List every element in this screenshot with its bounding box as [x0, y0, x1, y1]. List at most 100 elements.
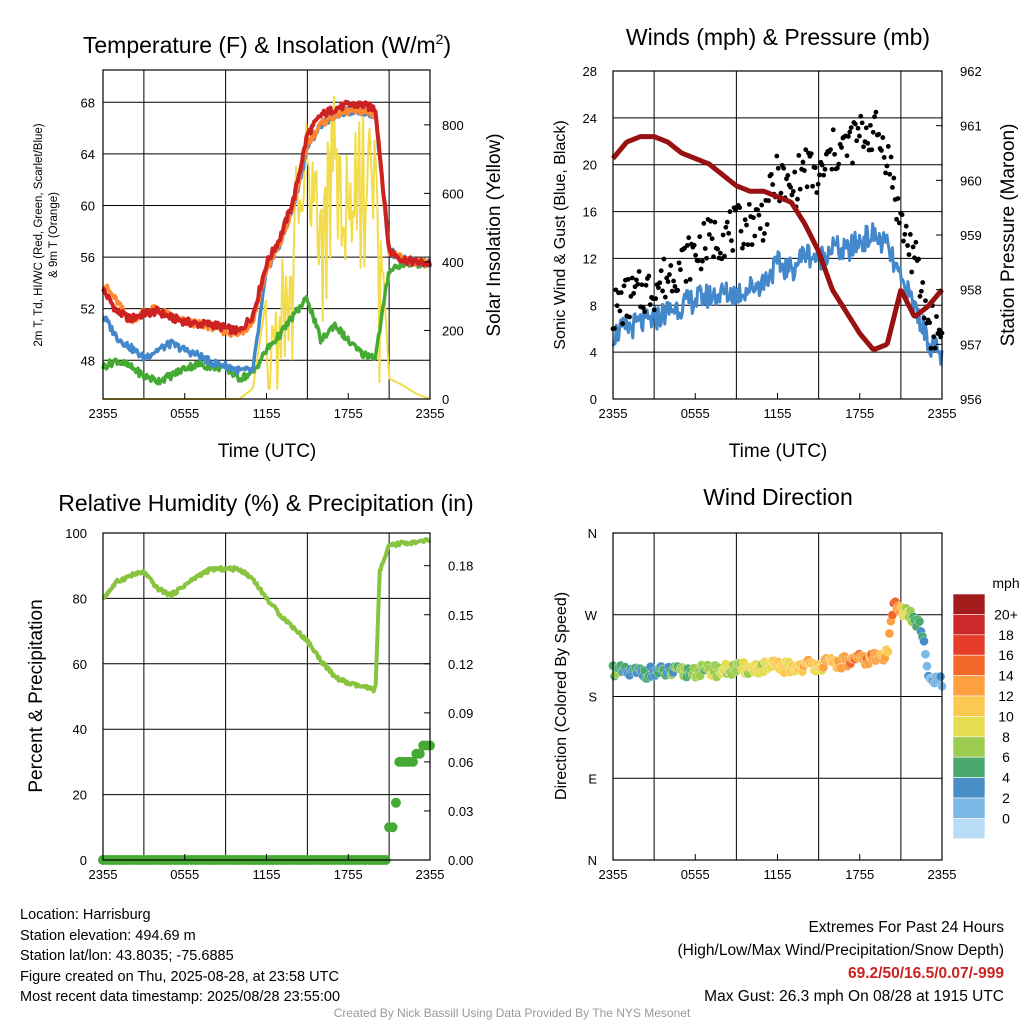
gust-point	[642, 309, 648, 315]
precip-point	[414, 748, 425, 759]
gust-point	[770, 182, 776, 187]
colorbar-swatch	[952, 614, 986, 636]
gust-point	[647, 302, 653, 307]
gust-point	[621, 283, 627, 289]
colorbar-label: 10	[998, 708, 1014, 724]
y-tick-label: W	[585, 608, 598, 623]
gust-point	[662, 294, 668, 300]
gust-point	[934, 314, 939, 319]
elevation-line: Station elevation: 494.69 m	[20, 927, 196, 944]
precip-point	[407, 756, 418, 767]
gust-point	[697, 234, 703, 240]
x-tick-label: 1755	[845, 867, 874, 882]
gust-point	[691, 242, 697, 248]
y2-tick-label: 400	[442, 255, 464, 270]
gust-point	[885, 144, 891, 149]
gust-point	[627, 314, 632, 320]
extremes-heading: Extremes For Past 24 Hours	[808, 919, 1004, 936]
gust-point	[631, 290, 637, 296]
extremes-block: Extremes For Past 24 Hours (High/Low/Max…	[678, 916, 1005, 1008]
temperature-xlabel: Time (UTC)	[218, 441, 317, 462]
gust-point	[890, 185, 895, 190]
extremes-subheading: (High/Low/Max Wind/Precipitation/Snow De…	[677, 942, 1005, 959]
y-tick-label: E	[588, 771, 597, 786]
wind-direction-panel: Wind Direction 2355 0555 1155 1755 2355NESWN…	[553, 484, 1020, 882]
gust-point	[909, 269, 915, 275]
wind-speed-line	[611, 222, 944, 366]
gust-point	[778, 190, 784, 196]
gust-point	[895, 196, 901, 201]
gust-point	[918, 288, 924, 294]
gust-point	[712, 219, 718, 225]
y2-tick-label: 0.06	[448, 755, 473, 770]
y-tick-label: 56	[81, 250, 95, 265]
y-tick-label: 24	[583, 111, 597, 126]
gust-point	[844, 153, 850, 159]
gust-point	[819, 162, 825, 168]
winds-xlabel: Time (UTC)	[729, 441, 828, 462]
location-line: Location: Harrisburg	[20, 907, 151, 923]
y2-tick-label: 0.09	[448, 706, 473, 721]
winds-ylabel: Sonic Wind & Gust (Blue, Black)	[552, 120, 569, 349]
gust-point	[814, 190, 820, 195]
gust-point	[745, 242, 751, 248]
gust-point	[614, 303, 620, 309]
humidity-title: Relative Humidity (%) & Precipitation (i…	[58, 490, 473, 516]
wind-direction-ylabel: Direction (Colored By Speed)	[553, 592, 570, 800]
gust-point	[739, 245, 745, 251]
gust-point	[859, 120, 865, 126]
colorbar-label: 14	[998, 668, 1014, 684]
y2-tick-label: 200	[442, 323, 464, 338]
pressure-ylabel: Station Pressure (Maroon)	[998, 124, 1019, 347]
colorbar-label: 16	[998, 647, 1014, 663]
gust-point	[755, 207, 760, 213]
gust-point	[876, 131, 882, 137]
y2-tick-label: 959	[960, 228, 982, 243]
gust-point	[913, 239, 919, 245]
y-tick-label: 20	[73, 788, 87, 803]
x-tick-label: 1755	[845, 406, 874, 421]
gust-point	[855, 125, 861, 131]
created-line: Figure created on Thu, 2025-08-28, at 23…	[20, 968, 339, 985]
max-gust-line: Max Gust: 26.3 mph On 08/28 at 1915 UTC	[704, 988, 1004, 1005]
gust-point	[868, 122, 873, 128]
gust-point	[749, 242, 755, 248]
x-tick-label: 0555	[170, 406, 199, 421]
gust-point	[618, 290, 624, 295]
gust-point	[906, 252, 912, 258]
colorbar-swatch	[952, 716, 986, 738]
x-tick-label: 2355	[599, 406, 628, 421]
direction-point	[919, 636, 929, 646]
gust-point	[832, 151, 838, 157]
gust-point	[788, 184, 793, 190]
gust-point	[795, 196, 800, 202]
gust-point	[708, 218, 714, 224]
gust-point	[711, 254, 716, 260]
gust-point	[936, 327, 942, 333]
gust-point	[796, 153, 802, 158]
x-tick-label: 2355	[928, 867, 957, 882]
temperature-ylabel-line1: 2m T, Td, HI/WC (Red, Green, Scarlet/Blu…	[33, 123, 45, 346]
gust-point	[728, 238, 734, 244]
y-tick-label: 16	[583, 205, 597, 220]
gust-point	[920, 280, 926, 285]
colorbar-swatch	[952, 736, 986, 758]
gust-point	[861, 144, 866, 150]
colorbar-unit-label: mph	[992, 575, 1019, 591]
gust-point	[829, 166, 835, 172]
gust-point	[808, 151, 814, 157]
x-tick-label: 2355	[416, 406, 445, 421]
gust-point	[617, 308, 623, 314]
precip-point	[390, 797, 401, 808]
gust-point	[693, 252, 698, 258]
station-info: Location: Harrisburg Station elevation: …	[20, 905, 340, 1008]
y-tick-label: 8	[590, 298, 597, 313]
y2-tick-label: 958	[960, 283, 982, 298]
gust-point	[657, 280, 663, 286]
gust-point	[672, 284, 678, 289]
gust-point	[847, 129, 853, 135]
winds-title: Winds (mph) & Pressure (mb)	[626, 24, 930, 50]
gust-point	[695, 258, 701, 264]
x-tick-label: 2355	[89, 867, 118, 882]
gust-point	[858, 113, 864, 119]
